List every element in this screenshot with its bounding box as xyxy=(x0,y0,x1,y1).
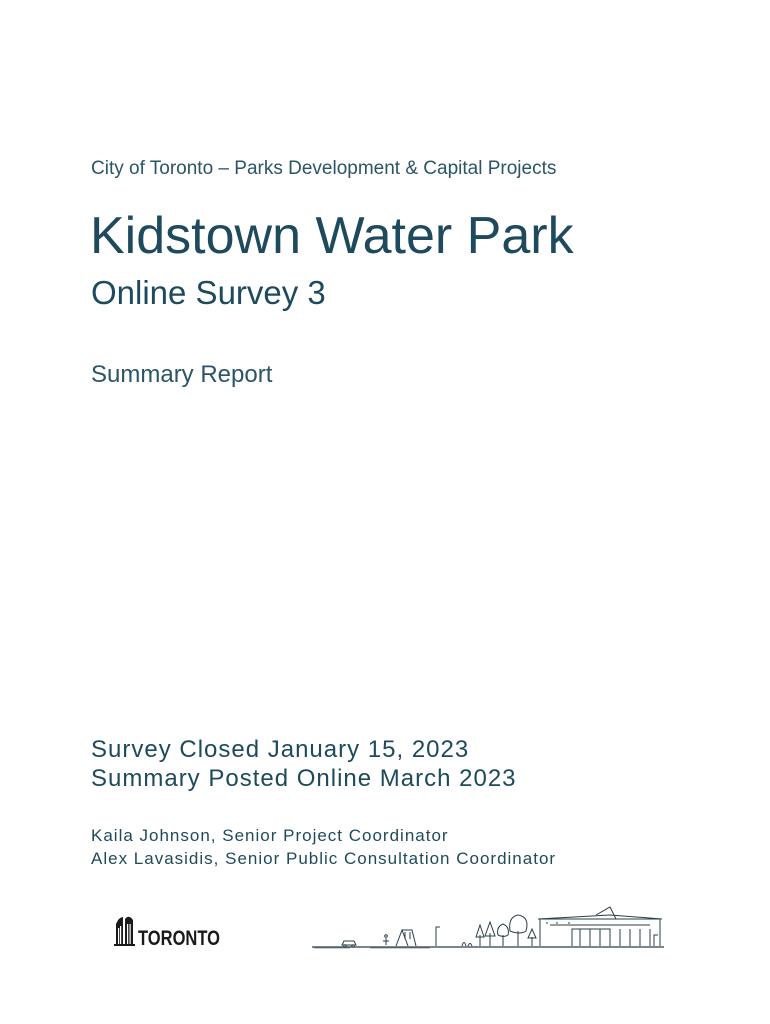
survey-closed-date: Survey Closed January 15, 2023 xyxy=(91,736,470,763)
summary-posted-date: Summary Posted Online March 2023 xyxy=(91,765,517,792)
organization-subtitle: City of Toronto – Parks Development & Ca… xyxy=(91,158,557,179)
survey-title: Online Survey 3 xyxy=(91,274,326,311)
author-line: Alex Lavasidis, Senior Public Consultati… xyxy=(91,849,557,868)
author-line: Kaila Johnson, Senior Project Coordinato… xyxy=(91,826,449,845)
page-title: Kidstown Water Park xyxy=(90,207,574,265)
city-hall-icon xyxy=(114,916,135,946)
authors-block: Kaila Johnson, Senior Project Coordinato… xyxy=(91,824,556,870)
report-type: Summary Report xyxy=(91,361,273,388)
toronto-logo: TORONTO xyxy=(114,916,220,948)
park-sketch-icon xyxy=(312,906,664,949)
dates-block: Survey Closed January 15, 2023 Summary P… xyxy=(91,735,517,793)
logo-wordmark: TORONTO xyxy=(138,927,220,948)
